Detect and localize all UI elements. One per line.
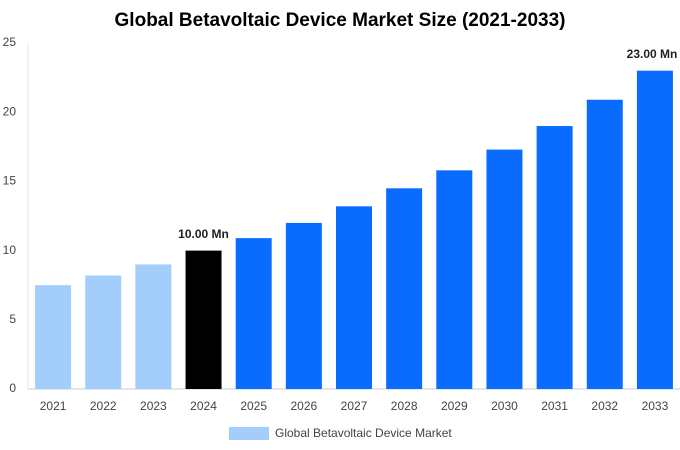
bar — [185, 250, 222, 389]
bar — [486, 149, 523, 389]
x-tick-label: 2028 — [391, 399, 418, 413]
bar — [536, 126, 573, 389]
x-tick-label: 2027 — [341, 399, 368, 413]
x-tick-label: 2024 — [190, 399, 217, 413]
value-label: 23.00 Mn — [627, 47, 678, 61]
x-tick-label: 2031 — [541, 399, 568, 413]
bar — [235, 238, 272, 389]
legend-swatch — [229, 427, 269, 440]
bar — [386, 188, 423, 389]
bar — [636, 70, 673, 390]
bar — [285, 222, 322, 389]
x-tick-label: 2021 — [40, 399, 67, 413]
bar — [85, 275, 122, 389]
bar — [135, 264, 172, 389]
bar — [336, 206, 372, 389]
legend-label: Global Betavoltaic Device Market — [275, 426, 452, 440]
x-tick-label: 2029 — [441, 399, 468, 413]
bar — [35, 285, 72, 389]
bar — [586, 99, 623, 389]
x-tick-label: 2023 — [140, 399, 167, 413]
x-tick-label: 2026 — [290, 399, 317, 413]
chart-title: Global Betavoltaic Device Market Size (2… — [115, 10, 566, 31]
y-tick-label: 15 — [3, 174, 17, 188]
x-tick-label: 2030 — [491, 399, 518, 413]
bar — [436, 170, 473, 389]
x-tick-label: 2032 — [591, 399, 618, 413]
y-tick-label: 20 — [3, 104, 17, 118]
value-label: 10.00 Mn — [178, 227, 229, 241]
x-tick-label: 2025 — [240, 399, 267, 413]
y-tick-label: 10 — [3, 243, 17, 257]
y-tick-label: 5 — [9, 312, 16, 326]
x-tick-label: 2033 — [642, 399, 669, 413]
x-tick-label: 2022 — [90, 399, 117, 413]
y-tick-label: 25 — [3, 35, 17, 49]
y-tick-label: 0 — [9, 381, 16, 395]
